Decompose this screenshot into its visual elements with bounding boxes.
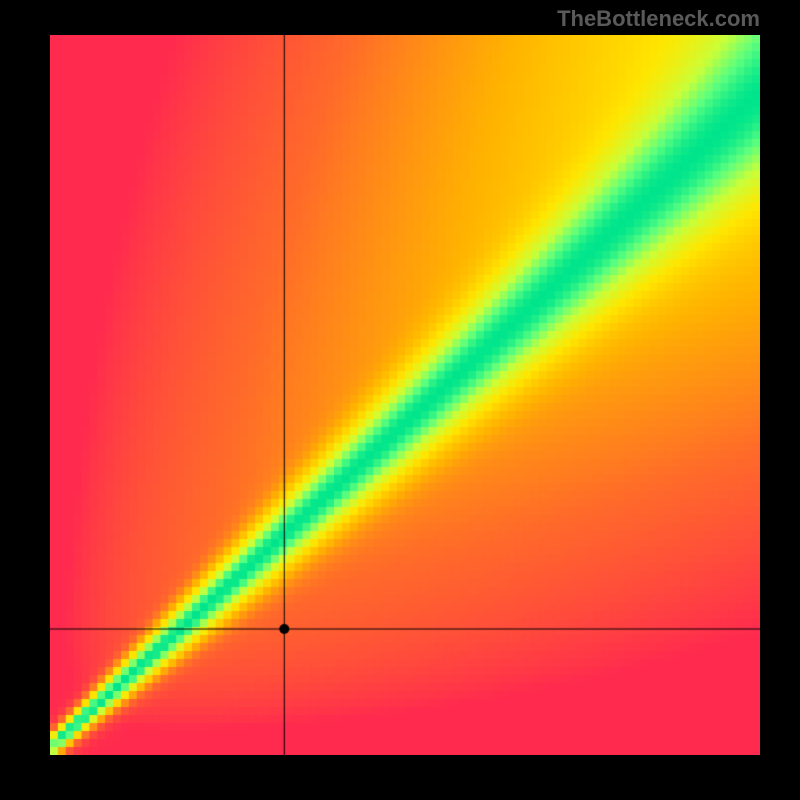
- watermark: TheBottleneck.com: [557, 6, 760, 32]
- bottleneck-heatmap: [50, 35, 760, 755]
- heatmap-canvas: [50, 35, 760, 755]
